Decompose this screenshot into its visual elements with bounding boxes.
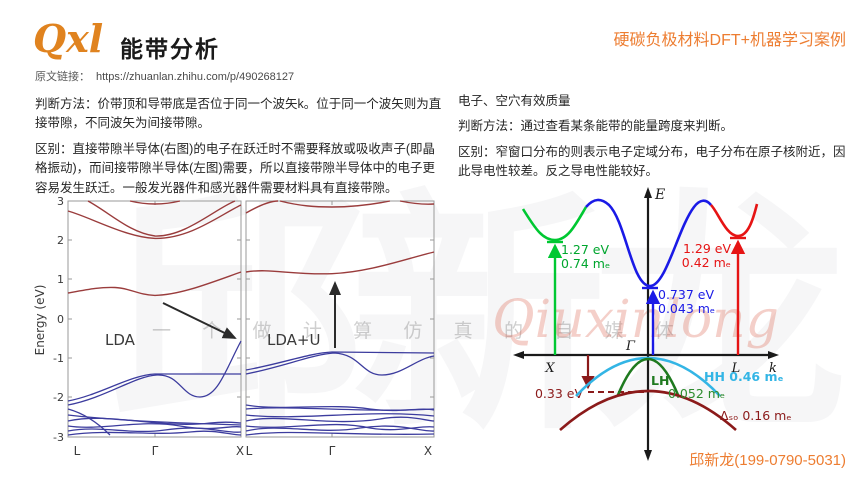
lda-u-label: LDA+U [267,331,320,349]
ytick-1: 1 [57,273,64,286]
lh-mass-value: 0.052 mₑ [668,386,725,401]
band-path [245,200,279,214]
xtick-l-lda: L [74,444,81,458]
band-path [279,200,391,208]
band-path [245,413,435,418]
band-path [245,352,435,376]
band-path [67,427,242,433]
band-path [399,200,435,205]
k-axis-left-arrowhead [513,351,524,359]
page-title: 能带分析 [120,36,220,62]
conduction-curve-blue-gamma-valley [585,198,712,288]
lda-u-conduction-bands [245,200,435,275]
source-link-row: 原文链接： https://zhuanlan.zhihu.com/p/490268… [35,68,294,84]
band-path [67,204,242,240]
band-structure-figure: 3 2 1 0 -1 -2 -3 Energy (eV) L Γ X L Γ X [33,195,435,458]
band-path [245,404,435,412]
effective-mass-method-paragraph: 判断方法：通过查看某条能带的能量跨度来判断。 [458,119,734,134]
lh-band-curve [616,357,680,396]
ytick-m3: -3 [53,431,64,444]
ytick-m1: -1 [53,352,64,365]
band-path [87,200,236,237]
band-path [245,416,435,423]
source-url-link[interactable]: https://zhuanlan.zhihu.com/p/490268127 [96,71,295,83]
xtick-l-ldau: L [246,444,253,458]
ytick-0: 0 [57,313,64,326]
band-path [245,351,435,371]
ytick-m2: -2 [53,391,64,404]
x-point-label: X [544,361,555,376]
lda-valence-bands [67,340,242,436]
effective-mass-difference-paragraph: 区别：窄窗口分布的则表示电子定域分布，电子分布在原子核附近，因此导电性较差。反之… [458,144,846,179]
lda-u-panel-ticks [246,200,434,437]
l-gap-value: 1.29 eV [683,241,731,256]
valley-diagram-figure: E k Γ X L 1.27 eV 0.74 mₑ 0.737 eV 0.043… [513,187,792,461]
conduction-curve-red-l-valley [710,203,759,238]
x-gap-value: 1.27 eV [561,242,609,257]
footer-contact: 邱新龙(199-0790-5031) [689,452,846,469]
y-axis-label: Energy (eV) [33,285,47,356]
qxl-logo: Qxl [33,16,104,61]
xtick-x-lda: X [236,444,244,458]
ytick-2: 2 [57,234,64,247]
xtick-gamma-lda: Γ [152,444,159,458]
source-link-label: 原文链接： [35,71,90,83]
band-path [245,425,435,432]
difference-paragraph: 区别：直接带隙半导体(右图)的电子在跃迁时不需要释放或吸收声子(即晶格振动)，而… [35,141,435,195]
band-path [67,430,242,436]
lda-u-panel-frame [245,200,435,438]
x-mass-value: 0.74 mₑ [561,256,610,271]
conduction-curve-green-x-valley [521,206,588,242]
left-text-column: 判断方法：价带顶和导带底是否位于同一个波矢k。位于同一个波矢则为直接带隙，不同波… [35,95,447,204]
band-path [67,408,111,436]
gamma-point-label: Γ [625,339,636,354]
effective-mass-heading: 电子、空穴有效质量 [458,94,571,108]
band-path [245,431,435,436]
xtick-x-ldau: X [424,444,432,458]
band-path [245,251,435,275]
split-off-band-curve [559,389,737,431]
indirect-gap-arrow [162,302,237,339]
band-path [67,271,242,297]
so-offset-value: 0.33 eV [535,386,583,401]
band-path [67,423,242,430]
e-axis-label: E [654,187,665,203]
split-off-band-label: Δₛₒ 0.16 mₑ [720,408,792,423]
lda-u-valence-bands [245,351,435,436]
lda-conduction-bands [67,200,242,297]
judge-method-paragraph: 判断方法：价带顶和导带底是否位于同一个波矢k。位于同一个波矢则为直接带隙，不同波… [35,97,442,131]
e-axis-top-arrowhead [644,187,652,198]
right-text-column: 电子、空穴有效质量 判断方法：通过查看某条能带的能量跨度来判断。 区别：窄窗口分… [458,92,856,188]
l-mass-value: 0.42 mₑ [682,255,731,270]
l-point-label: L [731,361,741,376]
lh-band-label: LH [651,373,669,388]
band-path [67,340,242,406]
k-axis-right-arrowhead [768,351,779,359]
band-path [129,200,181,205]
band-path [67,373,241,402]
xtick-gamma-ldau: Γ [329,444,336,458]
band-path [67,417,242,425]
lda-label: LDA [105,331,136,349]
ytick-3: 3 [57,195,64,208]
lda-panel-ticks [68,200,241,437]
gamma-mass-value: 0.043 mₑ [658,301,715,316]
header-case-label: 硬碳负极材料DFT+机器学习案例 [613,32,846,49]
hh-band-label: HH 0.46 mₑ [704,369,783,384]
k-axis-label: k [769,361,777,376]
e-axis-bottom-arrowhead [644,450,652,461]
gamma-gap-value: 0.737 eV [658,287,714,302]
